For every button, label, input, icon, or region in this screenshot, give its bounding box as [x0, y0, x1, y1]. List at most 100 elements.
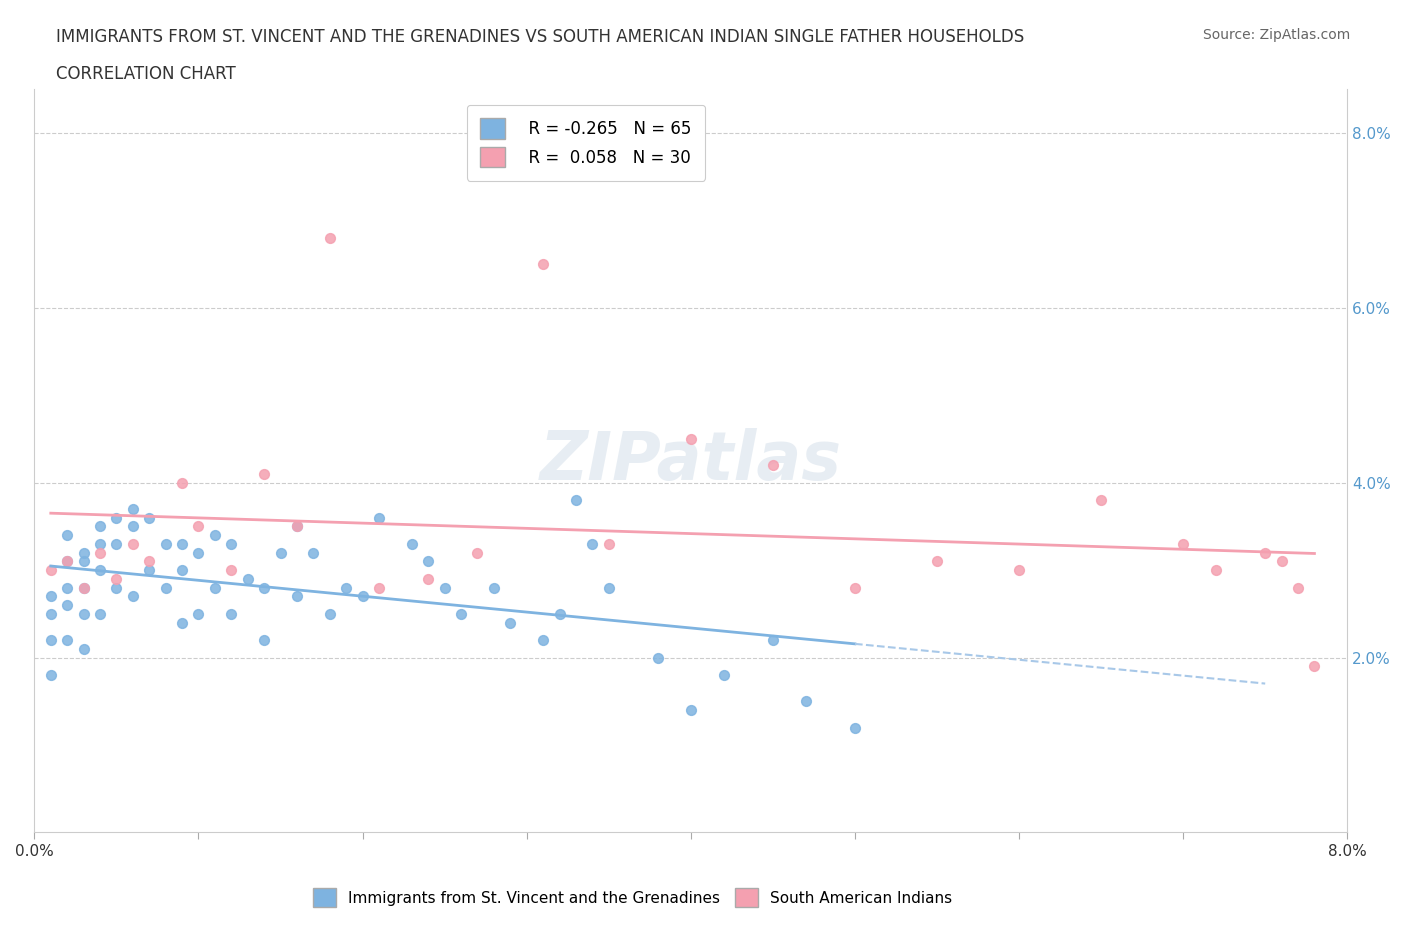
Point [170, 563, 193, 578]
Point [647, 650, 669, 665]
Point [121, 501, 143, 516]
Point [598, 580, 620, 595]
Text: Source: ZipAtlas.com: Source: ZipAtlas.com [1202, 28, 1350, 42]
Point [1090, 493, 1112, 508]
Point [56, 598, 79, 613]
Point [72, 580, 94, 595]
Point [319, 231, 342, 246]
Point [72, 642, 94, 657]
Point [319, 606, 342, 621]
Point [121, 589, 143, 604]
Point [368, 580, 391, 595]
Point [679, 702, 702, 717]
Point [72, 606, 94, 621]
Point [565, 493, 588, 508]
Point [138, 511, 160, 525]
Text: IMMIGRANTS FROM ST. VINCENT AND THE GRENADINES VS SOUTH AMERICAN INDIAN SINGLE F: IMMIGRANTS FROM ST. VINCENT AND THE GREN… [56, 28, 1025, 46]
Point [89, 519, 111, 534]
Point [105, 511, 128, 525]
Point [1271, 554, 1294, 569]
Point [844, 720, 866, 735]
Point [236, 571, 259, 586]
Point [335, 580, 357, 595]
Point [450, 606, 472, 621]
Point [925, 554, 948, 569]
Point [418, 554, 440, 569]
Point [352, 589, 374, 604]
Point [221, 537, 243, 551]
Point [89, 537, 111, 551]
Point [531, 632, 554, 647]
Point [105, 571, 128, 586]
Point [302, 545, 325, 560]
Point [56, 632, 79, 647]
Point [187, 519, 209, 534]
Point [89, 563, 111, 578]
Point [170, 475, 193, 490]
Point [105, 580, 128, 595]
Point [204, 527, 226, 542]
Legend:   R = -0.265   N = 65,   R =  0.058   N = 30: R = -0.265 N = 65, R = 0.058 N = 30 [467, 105, 704, 180]
Point [598, 537, 620, 551]
Point [285, 589, 308, 604]
Point [170, 537, 193, 551]
Point [794, 694, 817, 709]
Point [56, 554, 79, 569]
Point [1254, 545, 1277, 560]
Point [270, 545, 292, 560]
Point [89, 606, 111, 621]
Point [844, 580, 866, 595]
Point [713, 668, 735, 683]
Point [1303, 658, 1326, 673]
Point [467, 545, 489, 560]
Point [253, 580, 276, 595]
Legend: Immigrants from St. Vincent and the Grenadines, South American Indians: Immigrants from St. Vincent and the Gren… [307, 883, 959, 913]
Point [155, 537, 177, 551]
Point [39, 668, 62, 683]
Point [253, 632, 276, 647]
Point [56, 580, 79, 595]
Point [581, 537, 603, 551]
Point [72, 545, 94, 560]
Point [1286, 580, 1309, 595]
Point [482, 580, 505, 595]
Point [1173, 537, 1195, 551]
Point [1205, 563, 1227, 578]
Point [89, 545, 111, 560]
Point [39, 589, 62, 604]
Point [679, 432, 702, 446]
Point [187, 545, 209, 560]
Point [138, 563, 160, 578]
Point [155, 580, 177, 595]
Point [762, 458, 785, 472]
Point [187, 606, 209, 621]
Point [204, 580, 226, 595]
Point [105, 537, 128, 551]
Point [72, 580, 94, 595]
Point [221, 606, 243, 621]
Point [39, 606, 62, 621]
Point [121, 519, 143, 534]
Point [433, 580, 456, 595]
Point [221, 563, 243, 578]
Point [285, 519, 308, 534]
Point [39, 632, 62, 647]
Point [418, 571, 440, 586]
Text: ZIPatlas: ZIPatlas [540, 428, 842, 494]
Point [368, 511, 391, 525]
Text: CORRELATION CHART: CORRELATION CHART [56, 65, 236, 83]
Point [762, 632, 785, 647]
Point [39, 563, 62, 578]
Point [253, 467, 276, 482]
Point [72, 554, 94, 569]
Point [531, 257, 554, 272]
Point [499, 615, 522, 630]
Point [56, 527, 79, 542]
Point [121, 537, 143, 551]
Point [170, 615, 193, 630]
Point [1008, 563, 1031, 578]
Point [401, 537, 423, 551]
Point [138, 554, 160, 569]
Point [285, 519, 308, 534]
Point [548, 606, 571, 621]
